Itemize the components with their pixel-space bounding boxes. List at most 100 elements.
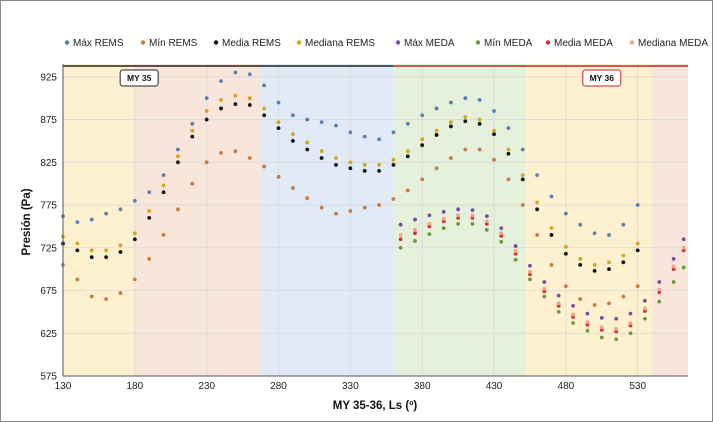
point-min-rems-35 (563, 284, 568, 289)
point-max-rems-23 (391, 130, 396, 135)
point-max-meda-2 (427, 213, 432, 218)
point-min-rems-34 (549, 262, 554, 267)
point-min-rems-3 (104, 297, 109, 301)
y-axis-title: Presión (Pa) (21, 188, 33, 255)
point-max-rems-14 (262, 83, 267, 88)
my-36-label: MY 36 (590, 73, 615, 83)
point-mediana-meda-4 (456, 213, 461, 218)
point-media-rems-25 (420, 143, 425, 148)
mars-year-markers: MY 35 MY 36 (63, 65, 688, 87)
point-max-meda-1 (413, 217, 417, 222)
point-mediana-rems-26 (434, 128, 439, 133)
point-mediana-rems-22 (377, 162, 381, 167)
point-media-rems-6 (147, 215, 152, 220)
point-media-rems-18 (319, 156, 324, 160)
point-max-rems-4 (118, 207, 123, 212)
x-tick-label-130: 130 (55, 381, 72, 392)
point-media-rems-17 (305, 147, 310, 152)
point-media-rems-28 (463, 119, 468, 124)
point-mediana-meda-14 (599, 325, 604, 330)
point-max-meda-12 (571, 304, 575, 308)
point-max-rems-35 (563, 211, 568, 216)
point-mediana-meda-2 (427, 221, 432, 226)
legend-label-mediana-rems: Mediana REMS (305, 38, 375, 49)
point-mediana-meda-17 (642, 306, 647, 311)
point-min-rems-30 (492, 157, 496, 162)
point-max-rems-40 (635, 203, 640, 207)
x-tick-label-180: 180 (126, 381, 143, 392)
point-media-rems-4 (118, 250, 123, 254)
point-media-rems-3 (104, 255, 109, 260)
point-max-rems-34 (549, 194, 554, 199)
y-tick-label-825: 825 (40, 158, 57, 169)
point-media-rems-32 (520, 177, 525, 182)
point-min-meda-3 (441, 226, 446, 231)
point-mediana-meda-8 (513, 249, 518, 254)
point-mediana-rems-16 (290, 132, 295, 136)
point-min-rems-29 (477, 147, 482, 152)
point-min-meda-6 (484, 227, 489, 232)
point-mediana-rems-8 (176, 154, 180, 159)
point-min-meda-13 (585, 328, 590, 333)
point-media-rems-36 (578, 262, 583, 267)
legend-label-mediana-meda: Mediana MEDA (638, 38, 708, 49)
point-mediana-rems-9 (190, 128, 195, 133)
point-mediana-meda-9 (528, 269, 532, 274)
point-max-rems-5 (132, 198, 137, 203)
point-min-meda-5 (470, 221, 475, 226)
point-mediana-rems-19 (334, 156, 338, 160)
series-media-rems (61, 102, 640, 273)
point-media-rems-19 (334, 162, 338, 167)
point-min-meda-19 (671, 280, 676, 284)
point-media-rems-27 (449, 124, 453, 129)
legend: Máx REMS Mín REMS Media REMS Mediana REMS Má… (64, 38, 708, 49)
point-mediana-meda-3 (441, 216, 446, 221)
point-mediana-rems-15 (276, 120, 281, 125)
point-mediana-rems-30 (492, 128, 496, 133)
point-mediana-rems-39 (621, 253, 626, 258)
gridlines (62, 64, 688, 377)
point-max-meda-5 (470, 208, 475, 213)
point-media-rems-13 (247, 103, 252, 107)
point-min-rems-32 (520, 203, 525, 207)
data-points (61, 70, 686, 342)
point-mediana-rems-21 (362, 162, 367, 167)
point-media-meda-1 (413, 231, 417, 236)
season-bands (63, 64, 688, 376)
point-media-rems-20 (348, 166, 353, 171)
point-mediana-rems-17 (305, 140, 310, 145)
point-min-rems-24 (405, 188, 410, 193)
point-media-rems-30 (492, 132, 496, 136)
legend-label-max-rems: Máx REMS (73, 38, 124, 49)
point-max-rems-9 (190, 121, 195, 126)
point-max-meda-7 (499, 226, 504, 231)
point-mediana-rems-14 (262, 106, 267, 111)
point-media-rems-15 (276, 126, 281, 131)
season-band-6 (652, 64, 688, 376)
point-max-meda-6 (484, 214, 489, 219)
x-tick-label-380: 380 (414, 381, 431, 392)
point-min-rems-13 (247, 156, 252, 160)
season-band-5 (525, 64, 653, 376)
point-media-rems-8 (176, 160, 180, 165)
point-mediana-rems-10 (204, 109, 209, 113)
point-min-meda-4 (456, 221, 461, 226)
point-media-rems-37 (592, 268, 597, 273)
point-max-rems-3 (104, 211, 109, 216)
point-media-rems-14 (262, 113, 267, 118)
point-min-rems-12 (233, 149, 238, 154)
x-tick-label-230: 230 (198, 381, 215, 392)
point-max-rems-31 (506, 126, 511, 131)
series-mediana-meda (398, 213, 686, 331)
my-35-label: MY 35 (127, 73, 152, 83)
point-min-meda-8 (513, 257, 518, 262)
point-mediana-rems-37 (592, 262, 597, 267)
my-36-box (582, 69, 622, 87)
point-mediana-rems-7 (161, 183, 166, 188)
point-min-meda-20 (681, 265, 686, 270)
point-mediana-rems-34 (549, 226, 554, 231)
point-min-rems-8 (176, 207, 180, 212)
point-mediana-rems-3 (104, 248, 109, 253)
point-max-rems-22 (377, 137, 381, 142)
point-min-rems-39 (621, 294, 626, 299)
